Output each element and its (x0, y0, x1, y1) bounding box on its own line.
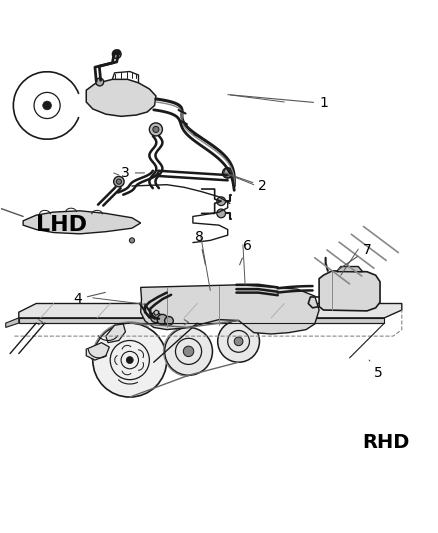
Circle shape (93, 323, 167, 397)
Circle shape (151, 312, 161, 322)
Circle shape (149, 123, 162, 136)
Circle shape (116, 179, 121, 184)
Text: 8: 8 (195, 230, 205, 265)
Text: LHD: LHD (36, 215, 87, 235)
Circle shape (129, 238, 134, 243)
Circle shape (96, 78, 104, 86)
Polygon shape (154, 310, 159, 315)
Polygon shape (106, 324, 125, 343)
Text: 5: 5 (369, 360, 382, 380)
Text: 2: 2 (224, 173, 267, 193)
Circle shape (223, 168, 233, 178)
Polygon shape (23, 211, 141, 234)
Circle shape (126, 357, 133, 364)
Polygon shape (141, 285, 319, 334)
Polygon shape (19, 318, 385, 323)
Circle shape (184, 346, 194, 357)
Circle shape (153, 126, 159, 133)
Circle shape (165, 327, 212, 375)
Circle shape (217, 209, 226, 218)
Circle shape (157, 314, 168, 325)
Text: 6: 6 (240, 239, 252, 265)
Text: 1: 1 (230, 95, 328, 110)
Polygon shape (86, 79, 156, 116)
Circle shape (165, 317, 173, 325)
Text: 3: 3 (121, 166, 145, 180)
Circle shape (234, 337, 243, 346)
Circle shape (217, 197, 226, 206)
Polygon shape (319, 271, 380, 311)
Circle shape (43, 101, 51, 110)
Text: 7: 7 (339, 243, 371, 269)
Polygon shape (6, 318, 19, 327)
Circle shape (218, 320, 259, 362)
Polygon shape (86, 343, 110, 360)
Circle shape (114, 176, 124, 187)
Text: RHD: RHD (363, 433, 410, 453)
Polygon shape (336, 266, 363, 272)
Text: 4: 4 (73, 292, 105, 306)
Polygon shape (19, 303, 402, 318)
Circle shape (113, 50, 121, 59)
